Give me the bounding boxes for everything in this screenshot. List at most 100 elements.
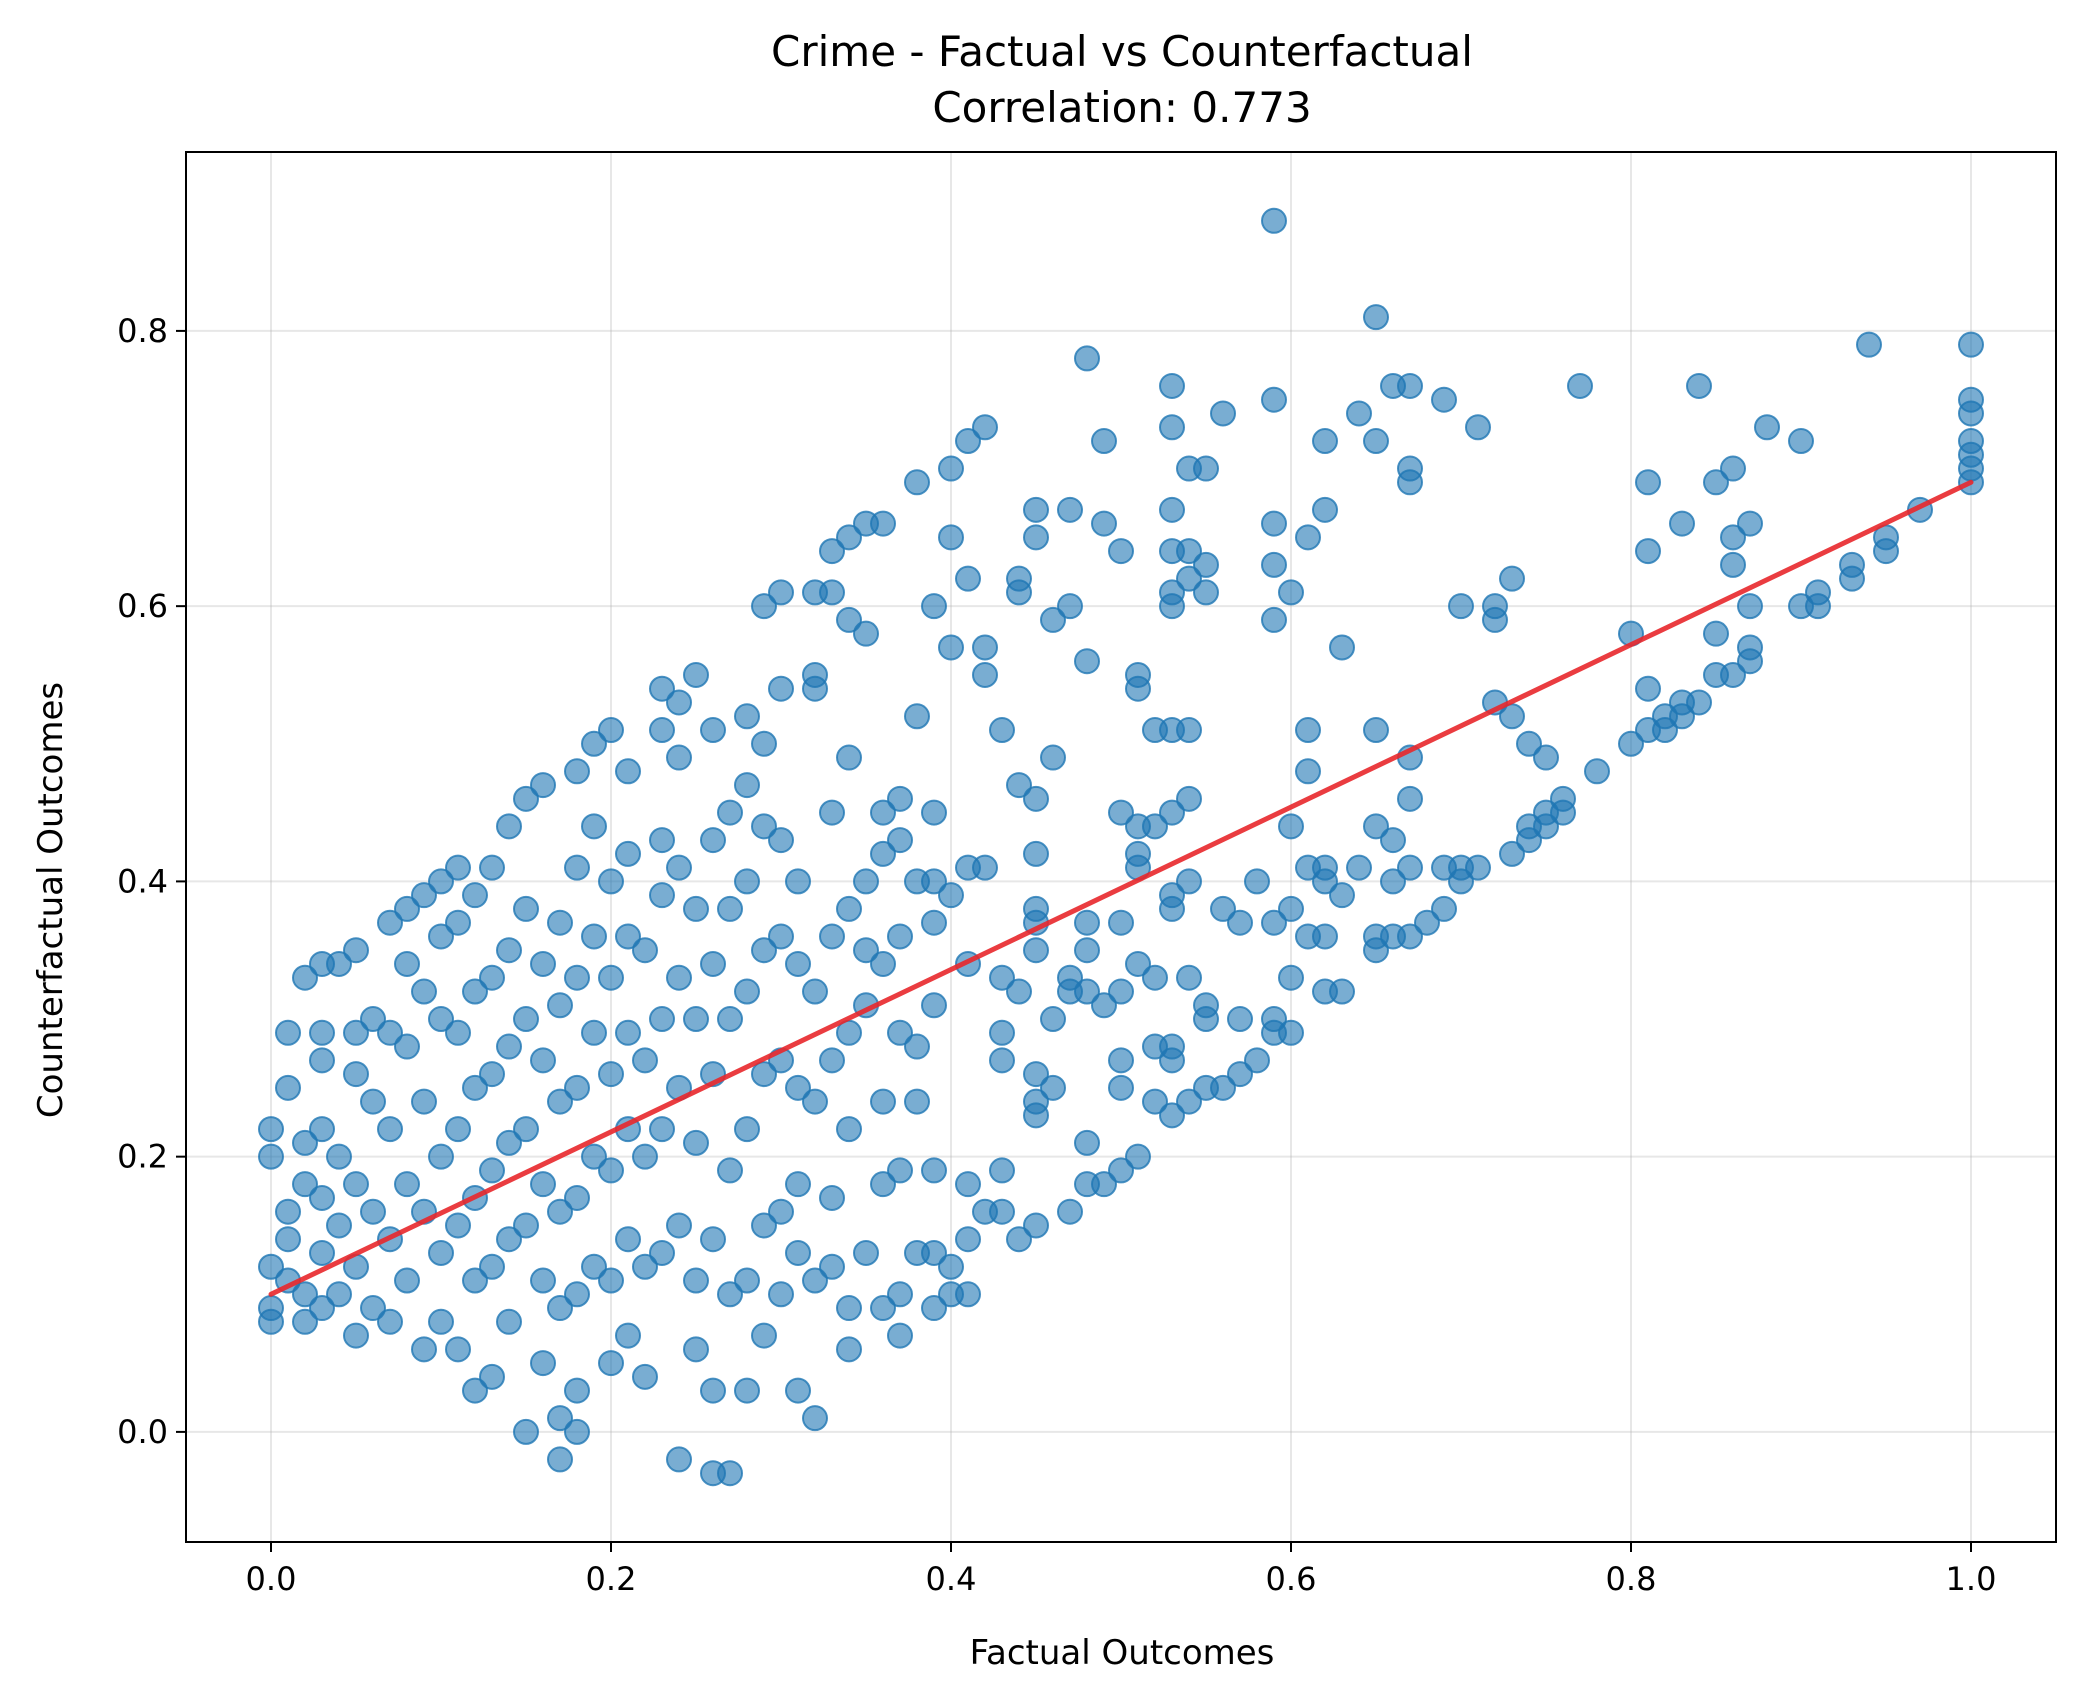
data-point bbox=[989, 1198, 1015, 1225]
data-point bbox=[1057, 593, 1083, 620]
data-point bbox=[785, 950, 811, 977]
data-point bbox=[1159, 799, 1185, 826]
data-point bbox=[955, 428, 981, 455]
data-point bbox=[700, 950, 726, 977]
data-point bbox=[258, 1253, 284, 1280]
data-point bbox=[666, 689, 692, 716]
data-point bbox=[479, 964, 505, 991]
data-point bbox=[1159, 496, 1185, 523]
data-point bbox=[649, 1116, 675, 1143]
data-point bbox=[938, 634, 964, 661]
data-point bbox=[1805, 593, 1831, 620]
data-point bbox=[955, 1281, 981, 1308]
data-point bbox=[717, 799, 743, 826]
data-point bbox=[496, 1308, 522, 1335]
regression-line bbox=[268, 479, 1974, 1297]
data-point bbox=[649, 1006, 675, 1033]
data-point bbox=[683, 661, 709, 688]
chart-title: Crime - Factual vs Counterfactual bbox=[771, 27, 1473, 76]
data-point bbox=[1176, 565, 1202, 592]
data-point bbox=[1329, 634, 1355, 661]
data-point bbox=[1227, 909, 1253, 936]
data-point bbox=[394, 1171, 420, 1198]
data-point bbox=[1040, 606, 1066, 633]
data-point bbox=[683, 1006, 709, 1033]
data-point bbox=[1193, 551, 1219, 578]
data-point bbox=[734, 868, 760, 895]
data-point bbox=[921, 1157, 947, 1184]
data-point bbox=[564, 854, 590, 881]
data-point bbox=[1074, 1129, 1100, 1156]
data-point bbox=[394, 895, 420, 922]
data-point bbox=[989, 1047, 1015, 1074]
data-point bbox=[1516, 730, 1542, 757]
data-point bbox=[411, 1088, 437, 1115]
data-point bbox=[428, 868, 454, 895]
data-point bbox=[836, 1116, 862, 1143]
data-point bbox=[734, 1116, 760, 1143]
data-point bbox=[1210, 400, 1236, 427]
data-point bbox=[1754, 414, 1780, 441]
y-tick-label: 0.6 bbox=[117, 587, 168, 625]
data-point bbox=[785, 868, 811, 895]
data-point bbox=[598, 1350, 624, 1377]
data-point bbox=[496, 1033, 522, 1060]
data-point bbox=[1023, 524, 1049, 551]
data-point bbox=[921, 1295, 947, 1322]
data-point bbox=[615, 840, 641, 867]
data-point bbox=[292, 1308, 318, 1335]
data-point bbox=[1278, 579, 1304, 606]
data-point bbox=[547, 909, 573, 936]
data-point bbox=[360, 1198, 386, 1225]
x-axis-title: Factual Outcomes bbox=[970, 1633, 1275, 1673]
data-point bbox=[1635, 538, 1661, 565]
data-point bbox=[513, 1116, 539, 1143]
data-point bbox=[921, 909, 947, 936]
data-point bbox=[1261, 207, 1287, 234]
data-point bbox=[1023, 840, 1049, 867]
data-point bbox=[1397, 854, 1423, 881]
data-point bbox=[530, 1047, 556, 1074]
data-point bbox=[1006, 772, 1032, 799]
data-point bbox=[768, 827, 794, 854]
data-point bbox=[1108, 909, 1134, 936]
data-point bbox=[1023, 496, 1049, 523]
data-point bbox=[1023, 785, 1049, 812]
data-point bbox=[445, 909, 471, 936]
data-point bbox=[768, 675, 794, 702]
data-point bbox=[819, 1253, 845, 1280]
data-point bbox=[972, 414, 998, 441]
data-point bbox=[1176, 717, 1202, 744]
data-point bbox=[1312, 923, 1338, 950]
data-point bbox=[1210, 1074, 1236, 1101]
data-point bbox=[343, 1171, 369, 1198]
data-point bbox=[581, 1253, 607, 1280]
data-point bbox=[1363, 717, 1389, 744]
data-point bbox=[870, 799, 896, 826]
data-point bbox=[581, 1143, 607, 1170]
data-point bbox=[564, 1377, 590, 1404]
data-point bbox=[802, 675, 828, 702]
data-point bbox=[1737, 648, 1763, 675]
data-point bbox=[1295, 524, 1321, 551]
data-point bbox=[904, 469, 930, 496]
data-point bbox=[462, 1267, 488, 1294]
data-point bbox=[1006, 978, 1032, 1005]
data-point bbox=[921, 593, 947, 620]
data-point bbox=[326, 1281, 352, 1308]
data-point bbox=[870, 1088, 896, 1115]
data-point bbox=[1312, 868, 1338, 895]
data-point bbox=[394, 950, 420, 977]
data-point bbox=[700, 1377, 726, 1404]
data-point bbox=[785, 1171, 811, 1198]
data-point bbox=[479, 1061, 505, 1088]
data-point bbox=[785, 1377, 811, 1404]
data-point bbox=[1159, 1047, 1185, 1074]
data-point bbox=[1091, 992, 1117, 1019]
data-point bbox=[1142, 1088, 1168, 1115]
data-point bbox=[1533, 813, 1559, 840]
data-point bbox=[581, 813, 607, 840]
data-point bbox=[1040, 744, 1066, 771]
data-point bbox=[1023, 937, 1049, 964]
data-point bbox=[853, 1239, 879, 1266]
